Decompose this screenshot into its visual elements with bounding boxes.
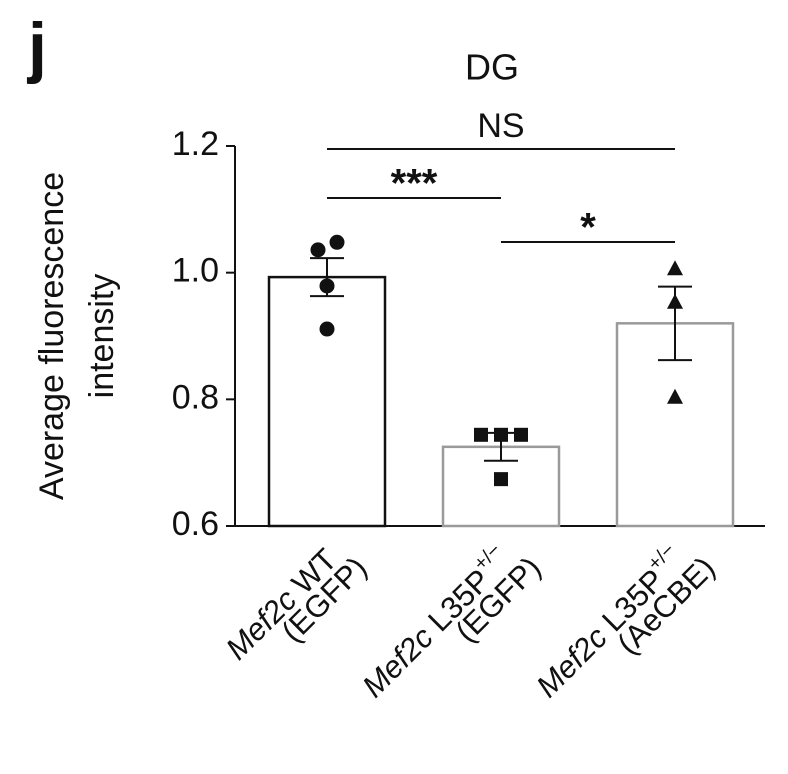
significance-label: NS [477,107,524,145]
data-point [514,427,528,442]
chart-title: DG [465,47,519,88]
data-point [319,278,335,294]
significance-label: *** [391,162,438,206]
y-tick-label: 1.0 [172,252,219,290]
bar [267,275,387,528]
data-point [494,472,508,487]
y-axis-label: Average fluorescence [33,172,71,500]
panel-letter: j [26,9,47,85]
y-tick-label: 0.6 [172,505,219,543]
y-tick-label: 1.2 [172,125,219,163]
data-point [329,234,345,250]
y-tick-label: 0.8 [172,378,219,416]
significance-label: * [580,206,596,250]
data-point [667,293,683,309]
bar [615,322,735,528]
data-point [667,388,683,404]
data-point [310,242,326,258]
data-point [667,260,683,276]
data-point [494,427,508,442]
data-point [474,427,488,442]
data-point [319,321,335,337]
y-axis-label: intensity [83,274,121,399]
